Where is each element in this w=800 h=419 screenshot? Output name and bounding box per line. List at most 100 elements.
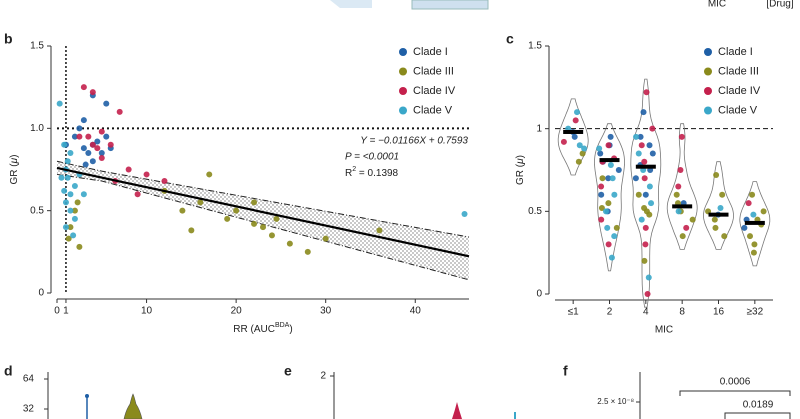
point xyxy=(683,224,690,231)
median-bar xyxy=(635,164,656,169)
point xyxy=(615,167,622,173)
point xyxy=(461,210,468,217)
point xyxy=(67,150,74,157)
legend-label: Clade V xyxy=(718,104,758,116)
point xyxy=(64,158,71,165)
point xyxy=(71,207,78,214)
panel-label: e xyxy=(284,363,292,379)
legend-marker xyxy=(399,67,407,76)
y-tick-label: 2.5 × 10⁻⁸ xyxy=(597,397,634,406)
point xyxy=(675,183,682,190)
panel-label: c xyxy=(506,31,514,47)
panel-label: f xyxy=(563,363,568,379)
point xyxy=(98,150,105,157)
point xyxy=(134,191,141,198)
point xyxy=(649,125,656,132)
point xyxy=(273,215,280,222)
top-decoration xyxy=(411,0,489,10)
point xyxy=(675,208,682,215)
x-tick-label: 1 xyxy=(63,306,69,317)
y-axis-label-part: GR ( xyxy=(9,163,20,185)
point xyxy=(581,145,588,152)
legend-label: Clade III xyxy=(413,65,454,77)
annotation-sup: 2 xyxy=(352,166,356,173)
x-axis-label-part: ) xyxy=(289,324,292,335)
y-axis-label-italic: μ xyxy=(9,157,20,164)
point xyxy=(89,158,96,165)
y-axis-label-part: ) xyxy=(515,155,526,158)
partial-mark xyxy=(123,393,143,419)
y-tick-label: 1.0 xyxy=(30,123,44,134)
x-tick-label: 0 xyxy=(54,306,60,317)
point xyxy=(689,216,696,223)
point xyxy=(85,150,92,157)
point xyxy=(640,109,647,116)
y-axis-label-part: ) xyxy=(9,155,20,158)
x-tick-label: 2 xyxy=(607,307,613,318)
point xyxy=(94,145,101,152)
point xyxy=(607,133,614,140)
point xyxy=(85,133,92,140)
point xyxy=(179,207,186,214)
point xyxy=(125,166,132,173)
y-tick-label: 64 xyxy=(23,374,35,385)
point xyxy=(638,142,645,149)
y-tick-label: 2 xyxy=(320,371,326,382)
point xyxy=(286,240,293,247)
ci-band xyxy=(57,161,469,280)
y-axis-label: GR (μ) xyxy=(9,155,20,185)
violin xyxy=(703,161,734,250)
point xyxy=(637,133,644,140)
point xyxy=(646,142,653,149)
point xyxy=(613,224,620,231)
point xyxy=(94,138,101,145)
point xyxy=(641,175,648,182)
regression-line xyxy=(56,166,470,258)
point xyxy=(678,133,685,140)
point xyxy=(611,191,618,198)
y-tick-label: 1.5 xyxy=(528,41,542,52)
violin xyxy=(594,123,625,272)
legend-marker xyxy=(399,87,407,95)
point xyxy=(711,216,718,223)
annotation: Y = −0.01166X + 0.7593 xyxy=(360,136,468,147)
annotation: R2 = 0.1398 xyxy=(345,166,399,179)
point xyxy=(750,249,757,256)
y-tick-label: 0.5 xyxy=(30,205,44,216)
point xyxy=(70,232,77,239)
point xyxy=(80,84,87,91)
point xyxy=(71,182,78,189)
p-value: 0.0189 xyxy=(743,400,774,411)
point xyxy=(233,207,240,214)
x-axis-label-part: RR (AUC xyxy=(233,324,275,335)
point xyxy=(572,117,579,124)
point xyxy=(721,233,728,240)
point xyxy=(116,108,123,115)
point xyxy=(644,291,651,297)
point xyxy=(197,199,204,206)
point xyxy=(746,233,753,240)
point xyxy=(206,171,213,178)
point xyxy=(598,191,605,198)
point xyxy=(603,208,610,215)
point xyxy=(719,191,726,198)
legend-label: Clade V xyxy=(413,104,453,116)
point xyxy=(322,235,329,242)
point xyxy=(103,100,110,107)
point xyxy=(642,241,649,248)
x-tick-label: 8 xyxy=(679,307,685,318)
y-tick-label: 0 xyxy=(38,288,44,299)
point xyxy=(751,241,758,248)
legend-marker xyxy=(399,48,407,56)
legend-label: Clade III xyxy=(718,65,759,77)
point xyxy=(71,215,78,222)
point xyxy=(598,216,605,223)
point xyxy=(376,227,383,234)
median-bar xyxy=(744,220,765,225)
x-tick-label: 4 xyxy=(643,307,649,318)
legend-marker xyxy=(399,106,407,115)
point xyxy=(608,254,615,261)
x-tick-label: ≥32 xyxy=(747,307,764,318)
violin xyxy=(666,123,698,250)
legend-label: Clade I xyxy=(718,46,753,58)
